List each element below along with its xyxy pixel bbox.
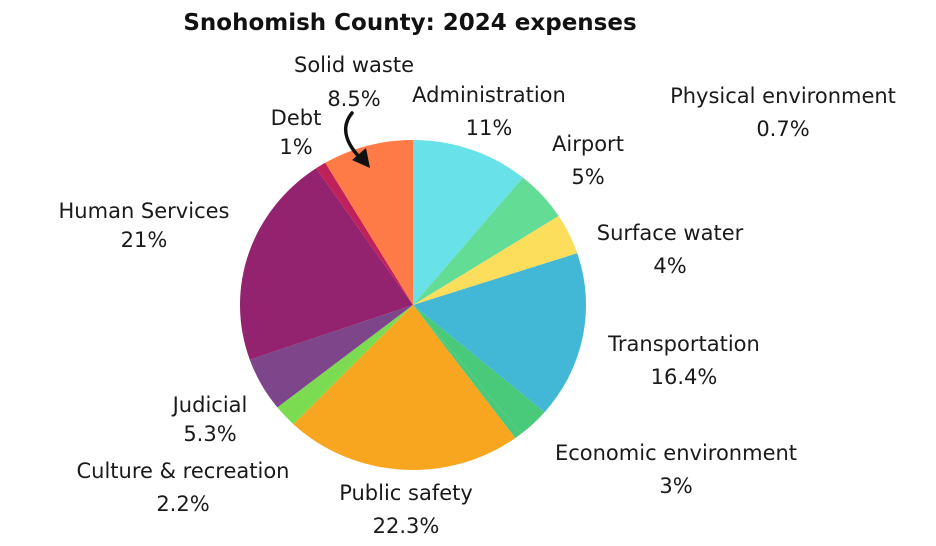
pie-slice-physical-environment xyxy=(413,305,522,439)
solid-waste-arrowhead xyxy=(352,148,370,168)
slice-label-surface-water: Surface water xyxy=(597,221,744,245)
pie-slice-surface-water xyxy=(413,216,578,305)
pie-slice-airport xyxy=(413,177,559,305)
slice-value-debt: 1% xyxy=(279,135,312,159)
slice-label-economic-environment: Economic environment xyxy=(555,441,797,465)
slice-label-debt: Debt xyxy=(271,106,322,130)
slice-value-transportation: 16.4% xyxy=(651,365,718,389)
pie-slice-public-safety xyxy=(293,305,516,470)
pie-slice-administration xyxy=(413,140,523,305)
pie-slice-transportation xyxy=(413,253,586,413)
slice-label-solid-waste: Solid waste xyxy=(294,53,414,77)
slice-labels: Administration 11% Airport 5% Surface water 4… xyxy=(59,53,896,538)
chart-title: Snohomish County: 2024 expenses xyxy=(183,10,636,36)
slice-label-airport: Airport xyxy=(552,132,624,156)
pie-slice-debt xyxy=(316,162,413,305)
slice-label-physical-environment: Physical environment xyxy=(670,84,896,108)
slice-value-surface-water: 4% xyxy=(653,254,686,278)
slice-value-airport: 5% xyxy=(571,165,604,189)
pie-slice-human-services xyxy=(239,168,413,360)
slice-label-judicial: Judicial xyxy=(171,393,248,417)
pie-slice-judicial xyxy=(249,305,413,408)
slice-value-culture-and-recreation: 2.2% xyxy=(156,492,209,516)
pie-slice-economic-environment xyxy=(413,305,545,434)
pie-slices xyxy=(239,140,586,470)
slice-value-solid-waste: 8.5% xyxy=(327,87,380,111)
slice-label-public-safety: Public safety xyxy=(339,481,473,505)
slice-label-culture-and-recreation: Culture & recreation xyxy=(77,459,290,483)
slice-value-economic-environment: 3% xyxy=(659,474,692,498)
slice-label-human-services: Human Services xyxy=(59,199,230,223)
slice-value-administration: 11% xyxy=(466,116,513,140)
slice-value-public-safety: 22.3% xyxy=(373,514,440,538)
slice-value-physical-environment: 0.7% xyxy=(756,117,809,141)
pie-slice-solid-waste xyxy=(325,140,413,305)
slice-label-transportation: Transportation xyxy=(607,332,760,356)
pie-slice-culture-and-recreation xyxy=(277,305,413,425)
slice-value-human-services: 21% xyxy=(121,228,168,252)
slice-label-administration: Administration xyxy=(412,83,566,107)
slice-value-judicial: 5.3% xyxy=(183,422,236,446)
